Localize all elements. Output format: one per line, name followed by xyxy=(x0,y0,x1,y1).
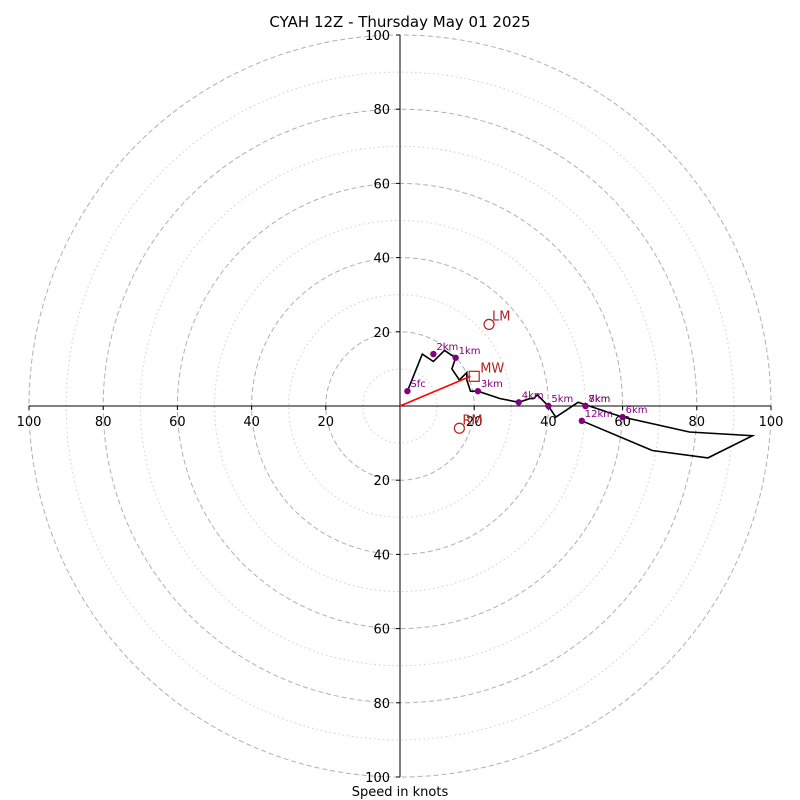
height-point xyxy=(619,413,626,421)
height-label: 2km xyxy=(436,342,458,353)
height-label: 1km xyxy=(459,346,481,357)
y-tick-label: 80 xyxy=(373,103,390,118)
x-tick-label: 40 xyxy=(540,415,557,430)
height-point xyxy=(452,354,459,361)
height-point xyxy=(578,417,585,425)
mean-wind-marker xyxy=(468,370,480,382)
x-tick-label: 100 xyxy=(17,415,42,430)
height-point xyxy=(404,387,411,395)
right-mover-marker xyxy=(453,422,465,434)
height-label: 6km xyxy=(626,405,648,416)
height-point xyxy=(545,402,552,410)
height-label: 12km xyxy=(585,409,613,420)
hodograph-trace-layer xyxy=(399,349,756,459)
x-tick-label: 80 xyxy=(95,415,112,430)
mean-wind-label: MW xyxy=(480,361,504,376)
height-label: 5km xyxy=(551,394,573,405)
height-point xyxy=(582,402,589,410)
left-mover-marker xyxy=(483,318,495,330)
y-tick-label: 20 xyxy=(373,474,390,489)
x-tick-label: 100 xyxy=(759,415,784,430)
height-point xyxy=(430,350,437,358)
height-label: 7km xyxy=(589,394,611,405)
y-tick-label: 40 xyxy=(373,548,390,563)
y-tick-label: 60 xyxy=(373,177,390,192)
y-tick-label: 40 xyxy=(373,252,390,267)
x-axis-label: Speed in knots xyxy=(352,785,449,800)
height-point xyxy=(474,387,482,395)
chart-title: CYAH 12Z - Thursday May 01 2025 xyxy=(269,13,530,31)
tick-labels: 100 80 60 40 20 20 40 60 80 100204060801002040608… xyxy=(17,29,784,786)
right-mover-label: RM xyxy=(462,413,482,428)
y-tick-label: 20 xyxy=(373,326,390,341)
x-tick-label: 40 xyxy=(243,415,260,430)
height-label: 4km xyxy=(522,390,544,401)
y-tick-label: 100 xyxy=(365,29,390,44)
y-tick-label: 100 xyxy=(365,771,390,786)
y-tick-label: 60 xyxy=(373,623,390,638)
hodograph-trace xyxy=(406,349,756,459)
storm-motion-markers: LM RM MW xyxy=(453,309,511,434)
height-label: 3km xyxy=(481,379,503,390)
height-label: Sfc xyxy=(410,379,425,390)
left-mover-label: LM xyxy=(492,309,510,324)
height-label: 8km xyxy=(589,394,611,405)
y-tick-label: 80 xyxy=(373,697,390,712)
x-tick-label: 20 xyxy=(318,415,335,430)
x-tick-label: 60 xyxy=(169,415,186,430)
shear-vector xyxy=(399,375,471,407)
x-tick-label: 80 xyxy=(689,415,706,430)
x-tick-label: 20 xyxy=(466,415,483,430)
height-point xyxy=(515,399,522,406)
